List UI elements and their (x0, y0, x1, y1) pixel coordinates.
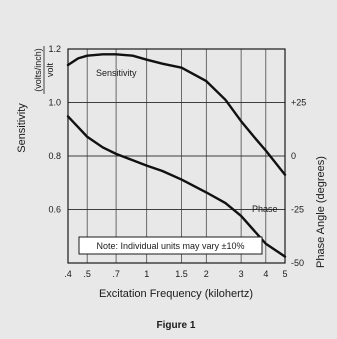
x-tick-label: .4 (64, 269, 72, 279)
y-right-tick-label: +25 (291, 98, 306, 108)
x-tick-label: 5 (282, 269, 287, 279)
x-tick-label: 1.5 (175, 269, 188, 279)
y-right-tick-label: -25 (291, 205, 304, 215)
y-axis-left-denominator: volt (45, 63, 55, 78)
y-left-tick-label: 0.8 (48, 151, 61, 161)
plot-frame (67, 48, 286, 264)
series-line-sensitivity (66, 53, 287, 176)
y-left-tick-label: 1.0 (48, 98, 61, 108)
x-tick-label: 3 (239, 269, 244, 279)
x-tick-label: 4 (263, 269, 268, 279)
y-left-tick-label: 0.6 (48, 205, 61, 215)
y-right-tick-label: 0 (291, 151, 296, 161)
series-label-phase: Phase (252, 204, 278, 214)
note-box (78, 236, 263, 255)
y-left-tick-label: 1.2 (48, 44, 61, 54)
y-axis-left-title: Sensitivity (16, 103, 28, 153)
x-tick-label: 1 (144, 269, 149, 279)
x-tick-label: .5 (83, 269, 91, 279)
figure-caption: Figure 1 (157, 320, 196, 331)
y-right-tick-label: -50 (291, 258, 304, 268)
series-lines (66, 53, 287, 258)
x-axis-title: Excitation Frequency (kilohertz) (99, 288, 253, 300)
y-axis-left-numerator: (volts/inch) (33, 48, 43, 92)
tick-labels: .4 .5 .7 1 1.5 2 3 4 5 0.6 0.8 1.0 1.2 +25 0 -25 -50 (48, 44, 306, 279)
series-label-sensitivity: Sensitivity (96, 68, 137, 78)
note-text: Note: Individual units may vary ±10% (96, 241, 244, 251)
series-line-phase (66, 115, 287, 258)
y-axis-right-title: Phase Angle (degrees) (315, 156, 327, 268)
x-tick-label: 2 (204, 269, 209, 279)
grid (68, 49, 285, 263)
x-tick-label: .7 (112, 269, 120, 279)
